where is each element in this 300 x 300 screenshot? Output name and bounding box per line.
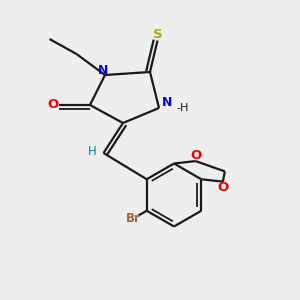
- Text: O: O: [218, 181, 229, 194]
- Text: N: N: [162, 96, 172, 109]
- Text: S: S: [153, 28, 163, 41]
- Text: O: O: [190, 148, 202, 162]
- Text: Br: Br: [126, 212, 140, 226]
- Text: H: H: [88, 145, 97, 158]
- Text: -H: -H: [176, 103, 189, 113]
- Text: O: O: [47, 98, 58, 112]
- Text: N: N: [98, 64, 109, 77]
